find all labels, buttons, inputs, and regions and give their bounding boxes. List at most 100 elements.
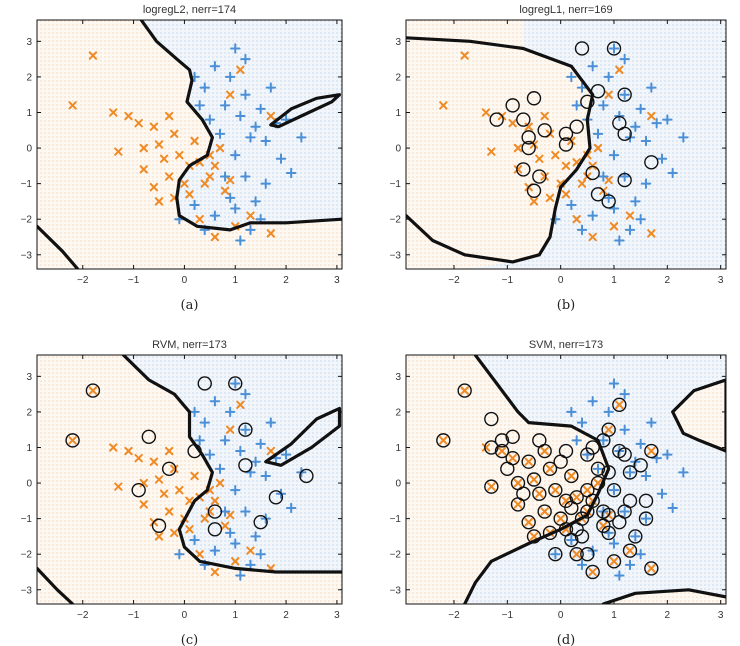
support-vector-ring xyxy=(238,458,253,473)
support-vector-ring xyxy=(558,137,574,152)
point-x xyxy=(236,65,245,74)
point-plus xyxy=(619,53,630,65)
support-vector-ring xyxy=(489,112,504,127)
support-vector-ring xyxy=(612,397,627,412)
point-plus xyxy=(235,110,246,122)
panel-title: SVM, nerr=173 xyxy=(529,339,603,351)
point-plus xyxy=(667,502,678,514)
support-vector-ring xyxy=(516,112,531,127)
point-x xyxy=(170,464,179,474)
point-plus xyxy=(194,435,205,446)
point-plus xyxy=(189,199,200,211)
point-plus xyxy=(656,488,668,499)
support-vector-ring xyxy=(585,564,600,580)
support-vector-ring xyxy=(494,433,510,448)
support-vector-ring xyxy=(494,443,510,459)
point-plus xyxy=(662,449,673,460)
point-plus xyxy=(656,153,668,164)
x-tick-label: 3 xyxy=(718,275,724,286)
y-tick-label: 3 xyxy=(26,372,32,383)
point-plus xyxy=(619,424,630,435)
point-plus xyxy=(265,82,277,93)
point-plus xyxy=(250,531,261,542)
point-plus xyxy=(235,445,246,457)
point-plus xyxy=(619,89,630,100)
point-x xyxy=(647,564,656,573)
plot-frame xyxy=(405,354,727,605)
point-plus xyxy=(608,378,620,389)
point-x xyxy=(154,532,164,541)
panel-caption: (c) xyxy=(181,633,198,646)
point-x xyxy=(567,471,576,481)
support-vector-ring xyxy=(500,461,515,477)
support-vector-ring xyxy=(516,162,531,177)
point-x xyxy=(164,111,174,121)
point-x xyxy=(225,510,235,520)
point-x xyxy=(159,489,169,498)
support-vector-ring xyxy=(622,465,638,480)
point-plus xyxy=(174,549,185,560)
point-plus xyxy=(678,132,689,143)
y-tick-label: 1 xyxy=(395,108,401,119)
point-plus xyxy=(285,502,297,514)
support-vector-ring xyxy=(532,169,547,184)
point-plus xyxy=(230,538,241,549)
point-plus xyxy=(640,178,652,189)
point-x xyxy=(572,493,581,502)
point-x xyxy=(88,51,98,60)
point-plus xyxy=(219,171,231,182)
point-x xyxy=(572,215,581,224)
point-plus xyxy=(275,153,287,164)
point-x xyxy=(524,517,533,527)
y-tick-label: −2 xyxy=(21,215,33,226)
support-vector-ring xyxy=(564,468,579,484)
decision-boundary xyxy=(406,36,595,264)
panel-caption: (a) xyxy=(181,298,199,313)
point-plus xyxy=(587,396,598,407)
support-vector-ring xyxy=(299,468,314,484)
support-vector-ring xyxy=(526,91,542,106)
point-x xyxy=(593,143,603,153)
point-x xyxy=(195,550,204,559)
point-plus xyxy=(214,128,226,140)
point-plus xyxy=(250,121,261,132)
point-x xyxy=(481,443,491,452)
point-plus xyxy=(640,470,652,482)
support-vector-ring xyxy=(253,514,268,530)
x-tick-label: 1 xyxy=(232,275,238,286)
point-x xyxy=(545,464,555,474)
point-x xyxy=(524,457,533,466)
y-tick-label: 3 xyxy=(395,372,401,383)
point-plus xyxy=(576,559,588,571)
point-plus xyxy=(592,128,604,140)
point-x xyxy=(540,446,549,456)
x-tick-label: −1 xyxy=(502,610,514,621)
support-vector-ring xyxy=(564,500,579,516)
support-vector-ring xyxy=(585,165,600,181)
point-x xyxy=(604,425,613,434)
support-vector-ring xyxy=(484,411,499,427)
point-x xyxy=(508,118,517,128)
point-x xyxy=(513,478,523,488)
x-tick-label: 2 xyxy=(283,610,289,621)
point-x xyxy=(497,446,507,456)
point-plus xyxy=(662,114,673,125)
point-x xyxy=(487,482,496,491)
point-plus xyxy=(204,449,216,460)
point-x xyxy=(225,425,235,434)
support-vector-ring xyxy=(601,525,616,541)
point-plus xyxy=(245,224,256,236)
point-x xyxy=(513,143,523,153)
point-plus xyxy=(240,53,251,65)
point-plus xyxy=(199,417,210,428)
point-x xyxy=(231,557,240,566)
y-tick-label: −2 xyxy=(390,550,402,561)
point-x xyxy=(68,436,77,445)
point-x xyxy=(487,147,496,156)
point-plus xyxy=(598,435,609,446)
support-vector-ring xyxy=(537,504,552,519)
x-tick-label: 2 xyxy=(665,275,671,286)
y-tick-label: 2 xyxy=(395,407,401,418)
y-tick-label: 1 xyxy=(26,108,32,119)
point-x xyxy=(220,186,230,195)
